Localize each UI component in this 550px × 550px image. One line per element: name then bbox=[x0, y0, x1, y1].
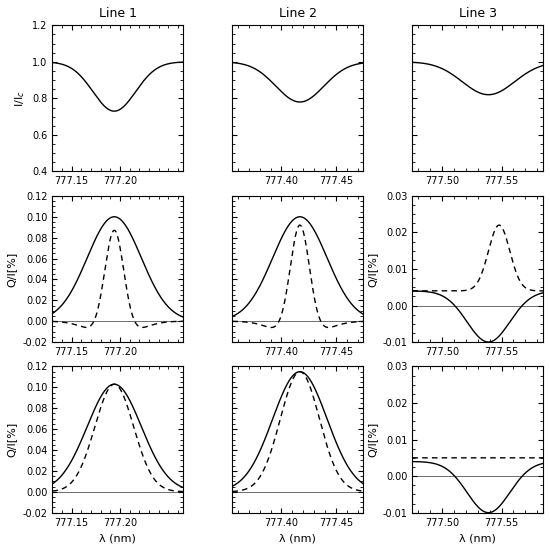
X-axis label: λ (nm): λ (nm) bbox=[99, 533, 136, 543]
Title: Line 1: Line 1 bbox=[98, 7, 136, 20]
Y-axis label: Q/I[%]: Q/I[%] bbox=[367, 422, 377, 457]
Y-axis label: Q/I[%]: Q/I[%] bbox=[7, 251, 17, 287]
Y-axis label: I/I$_c$: I/I$_c$ bbox=[13, 90, 26, 107]
X-axis label: λ (nm): λ (nm) bbox=[459, 533, 496, 543]
X-axis label: λ (nm): λ (nm) bbox=[279, 533, 316, 543]
Title: Line 3: Line 3 bbox=[459, 7, 497, 20]
Y-axis label: Q/I[%]: Q/I[%] bbox=[7, 422, 17, 457]
Title: Line 2: Line 2 bbox=[279, 7, 317, 20]
Y-axis label: Q/I[%]: Q/I[%] bbox=[367, 251, 377, 287]
